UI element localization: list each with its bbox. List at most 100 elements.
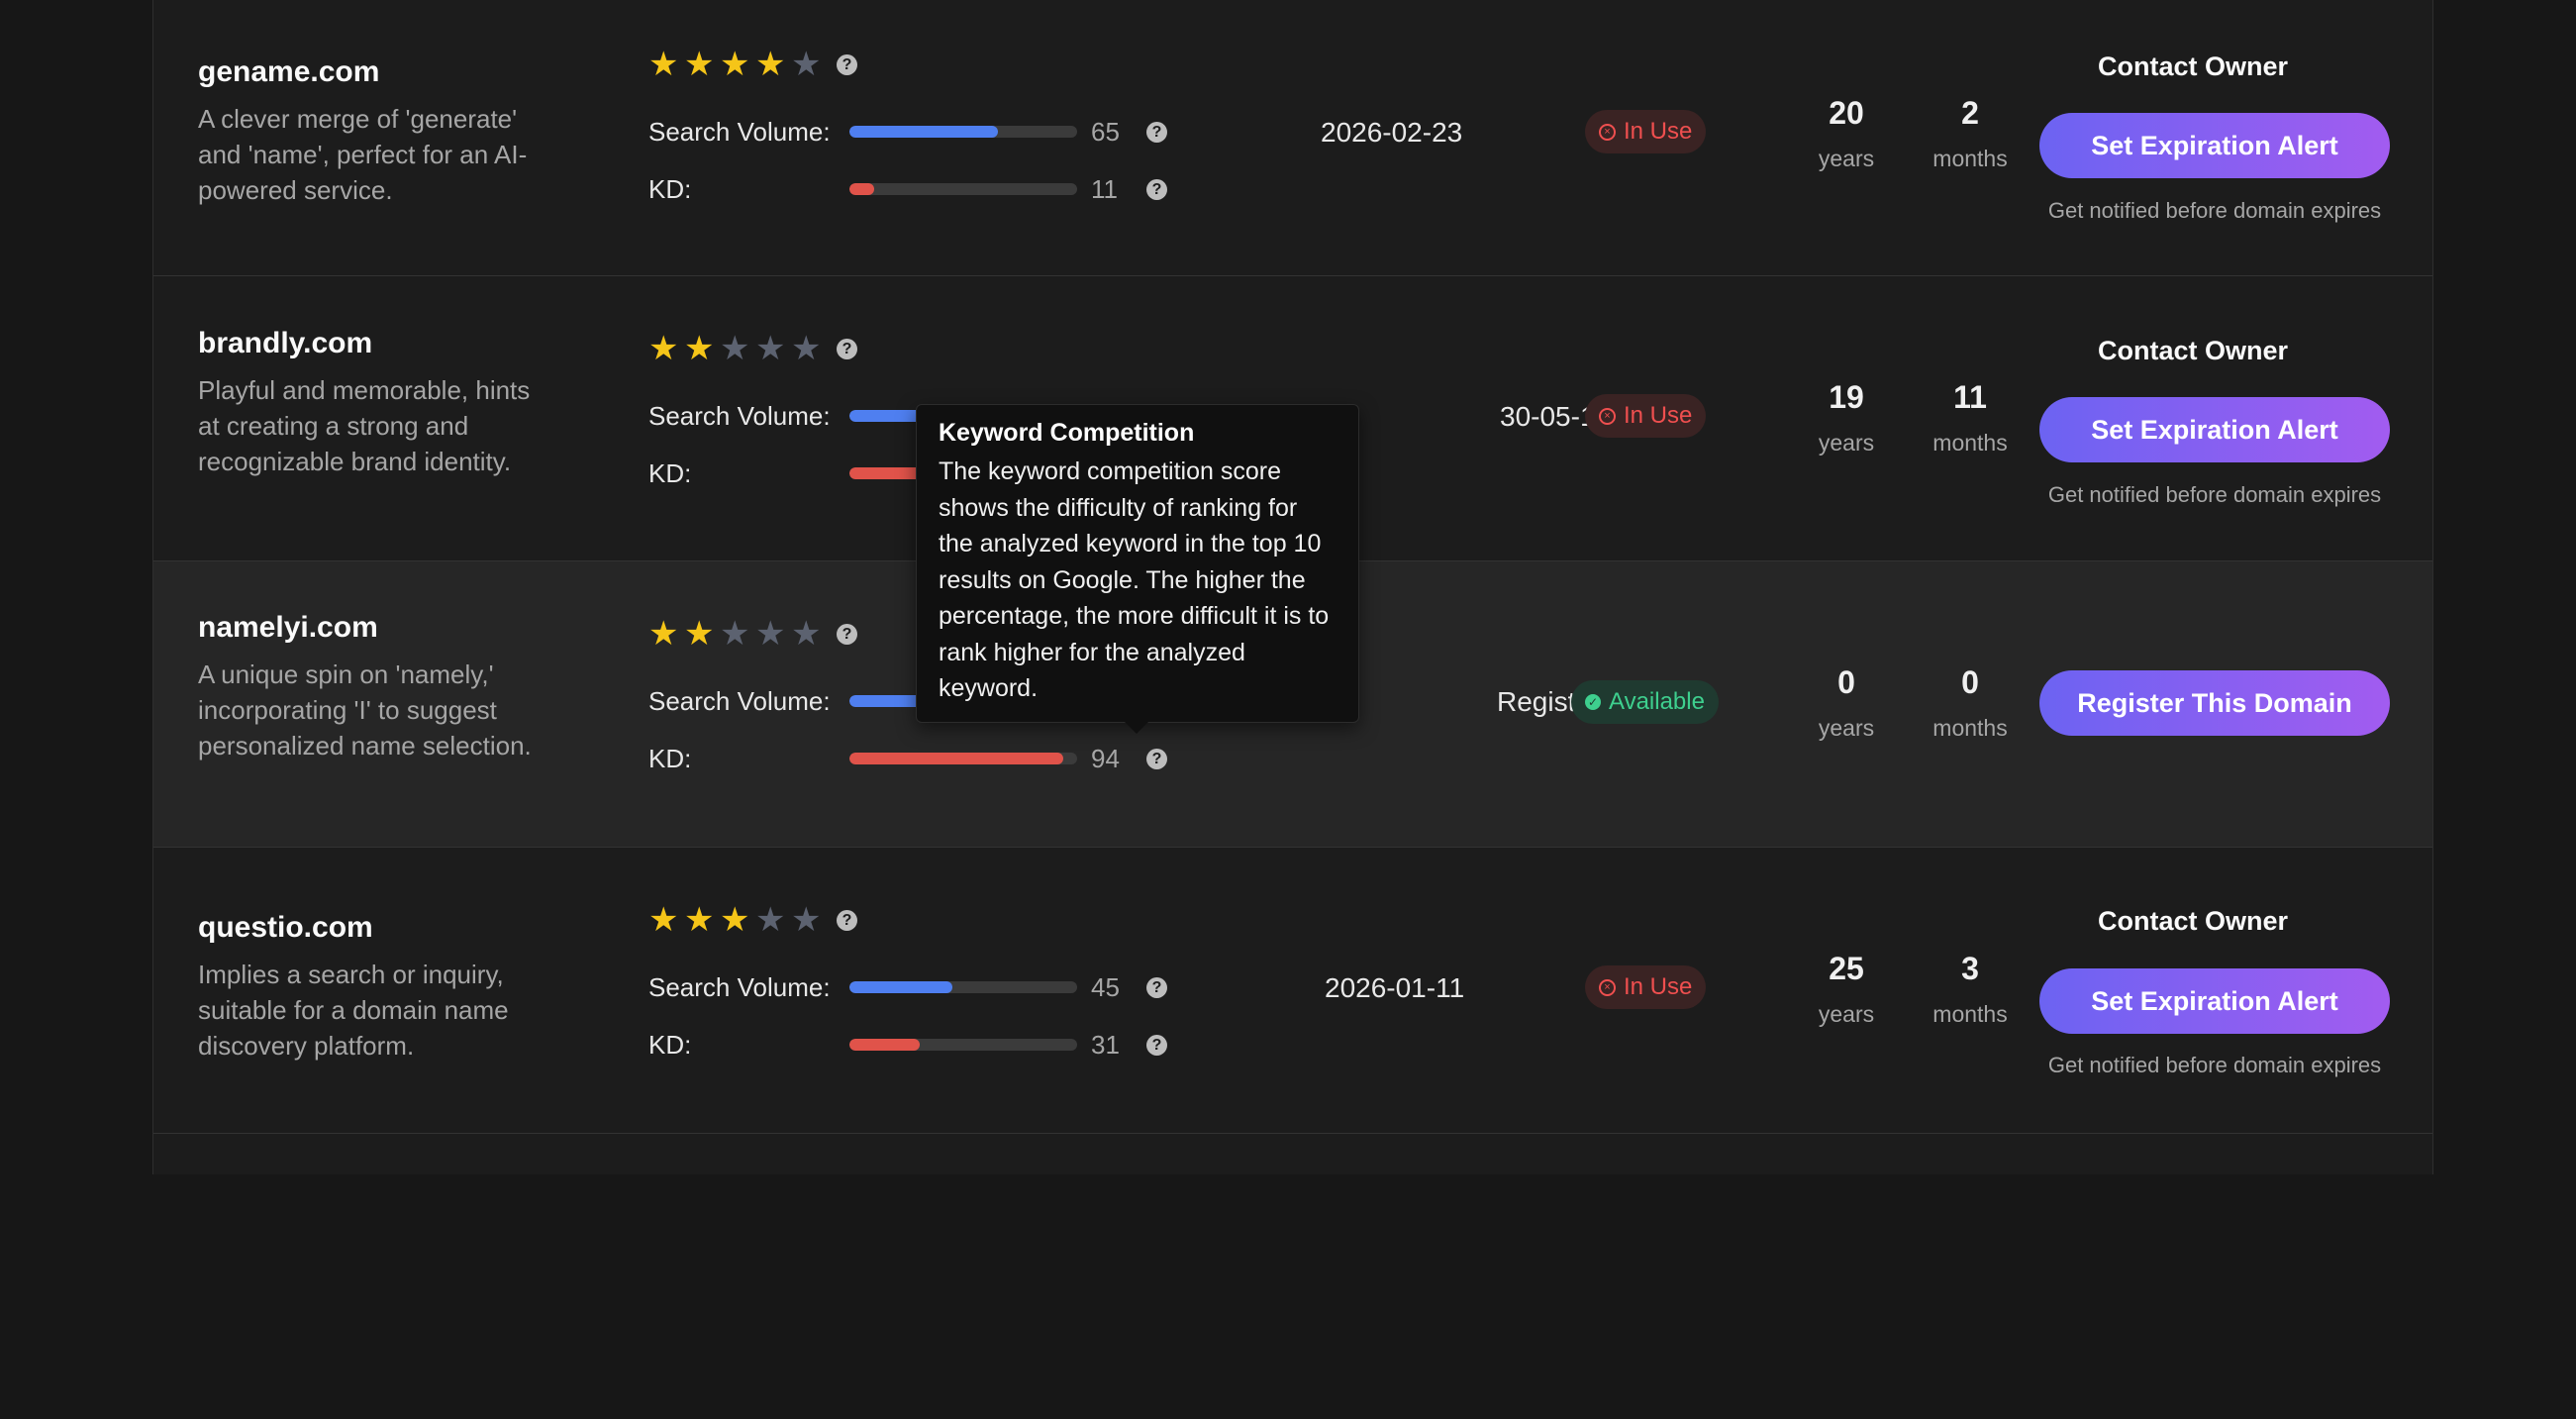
years-value: 19 <box>1829 379 1864 415</box>
age-years: 19 years <box>1807 379 1886 456</box>
search-volume-metric: Search Volume: 45 ? <box>648 972 1167 1002</box>
months-label: months <box>1932 715 2008 741</box>
status-badge: × In Use <box>1585 965 1707 1009</box>
months-label: months <box>1932 430 2008 456</box>
search-volume-fill <box>849 981 952 993</box>
kd-fill <box>849 1039 921 1051</box>
tooltip-body: The keyword competition score shows the … <box>939 457 1330 702</box>
star-icon: ★ <box>720 901 750 939</box>
domain-row: gename.com A clever merge of 'generate' … <box>153 0 2432 276</box>
kd-metric: KD: 31 ? <box>648 1030 1167 1060</box>
star-icon: ★ <box>755 901 786 939</box>
x-circle-icon: × <box>1599 978 1616 996</box>
kd-bar <box>849 1039 1077 1051</box>
help-icon[interactable]: ? <box>1146 121 1167 143</box>
help-icon[interactable]: ? <box>837 909 857 931</box>
help-icon[interactable]: ? <box>1146 178 1167 200</box>
set-expiration-alert-button[interactable]: Set Expiration Alert <box>2039 397 2390 462</box>
months-label: months <box>1932 146 2008 171</box>
domain-name[interactable]: gename.com <box>198 55 380 88</box>
kd-label: KD: <box>648 1029 692 1060</box>
years-value: 0 <box>1837 664 1855 700</box>
expiration-date: 2026-02-23 <box>1321 117 1463 148</box>
search-volume-metric: Search Volume: <box>648 401 1077 431</box>
star-icon: ★ <box>684 46 715 83</box>
help-icon[interactable]: ? <box>1146 1034 1167 1056</box>
keyword-competition-tooltip: Keyword Competition The keyword competit… <box>916 404 1359 723</box>
x-circle-icon: × <box>1599 407 1616 425</box>
age-months: 3 months <box>1871 951 2069 1028</box>
age-months: 0 months <box>1871 664 2069 742</box>
star-icon: ★ <box>648 46 679 83</box>
star-icon: ★ <box>791 615 822 653</box>
star-icon: ★ <box>648 330 679 367</box>
rating-stars: ★ ★ ★ ★ ★? <box>648 903 857 937</box>
status-badge: × In Use <box>1585 394 1707 438</box>
domain-description: A clever merge of 'generate' and 'name',… <box>198 104 528 205</box>
search-volume-value: 65 <box>1091 116 1120 147</box>
star-icon: ★ <box>755 46 786 83</box>
status-label: In Use <box>1624 118 1693 145</box>
help-icon[interactable]: ? <box>1146 976 1167 998</box>
age-months: 2 months <box>1871 95 2069 172</box>
star-icon: ★ <box>755 330 786 367</box>
star-icon: ★ <box>791 46 822 83</box>
expiration-date: 2026-01-11 <box>1325 972 1465 1003</box>
domain-results-panel: gename.com A clever merge of 'generate' … <box>152 0 2433 1174</box>
help-icon[interactable]: ? <box>837 53 857 75</box>
months-value: 0 <box>1961 664 1979 700</box>
contact-owner-link[interactable]: Contact Owner <box>2097 336 2289 365</box>
kd-fill <box>849 183 875 195</box>
contact-owner-link[interactable]: Contact Owner <box>2097 906 2289 936</box>
rating-stars: ★ ★ ★ ★ ★? <box>648 332 857 365</box>
search-volume-label: Search Volume: <box>648 116 831 147</box>
search-volume-value: 45 <box>1091 971 1120 1002</box>
status-label: Available <box>1609 688 1705 715</box>
check-circle-icon: ✓ <box>1585 694 1601 710</box>
kd-metric: KD: 11 ? <box>648 174 1167 204</box>
star-icon: ★ <box>791 330 822 367</box>
kd-bar <box>849 183 1077 195</box>
age-years: 25 years <box>1807 951 1886 1028</box>
domain-row <box>153 1134 2432 1419</box>
search-volume-bar <box>849 981 1077 993</box>
years-value: 25 <box>1829 951 1864 986</box>
search-volume-fill <box>849 126 998 138</box>
help-icon[interactable]: ? <box>837 623 857 645</box>
tooltip-title: Keyword Competition <box>939 419 1195 447</box>
help-icon[interactable]: ? <box>1146 748 1167 769</box>
domain-name[interactable]: namelyi.com <box>198 611 378 644</box>
years-label: years <box>1818 146 1875 171</box>
star-icon: ★ <box>791 901 822 939</box>
domain-name[interactable]: questio.com <box>198 911 373 944</box>
kd-metric: KD: 94 ? <box>648 744 1167 773</box>
set-expiration-alert-button[interactable]: Set Expiration Alert <box>2039 113 2390 178</box>
domain-name[interactable]: brandly.com <box>198 327 373 359</box>
status-label: In Use <box>1624 973 1693 1000</box>
months-value: 11 <box>1953 379 1987 415</box>
star-icon: ★ <box>720 330 750 367</box>
rating-stars: ★ ★ ★ ★ ★? <box>648 617 857 651</box>
months-label: months <box>1932 1001 2008 1027</box>
months-value: 3 <box>1961 951 1979 986</box>
x-circle-icon: × <box>1599 123 1616 141</box>
set-expiration-alert-button[interactable]: Set Expiration Alert <box>2039 968 2390 1034</box>
domain-description: Implies a search or inquiry, suitable fo… <box>198 960 509 1061</box>
years-label: years <box>1818 430 1875 456</box>
kd-label: KD: <box>648 743 692 773</box>
status-badge: × In Use <box>1585 110 1707 153</box>
star-icon: ★ <box>684 330 715 367</box>
register-domain-button[interactable]: Register This Domain <box>2039 670 2390 736</box>
status-badge: ✓ Available <box>1571 680 1719 724</box>
domain-row: questio.com Implies a search or inquiry,… <box>153 848 2432 1134</box>
notify-note: Get notified before domain expires <box>2047 482 2382 507</box>
search-volume-bar <box>849 126 1077 138</box>
contact-owner-link[interactable]: Contact Owner <box>2097 51 2289 81</box>
kd-bar <box>849 753 1077 764</box>
star-icon: ★ <box>720 46 750 83</box>
status-label: In Use <box>1624 402 1693 429</box>
help-icon[interactable]: ? <box>837 338 857 359</box>
star-icon: ★ <box>648 615 679 653</box>
star-icon: ★ <box>720 615 750 653</box>
search-volume-label: Search Volume: <box>648 971 831 1002</box>
